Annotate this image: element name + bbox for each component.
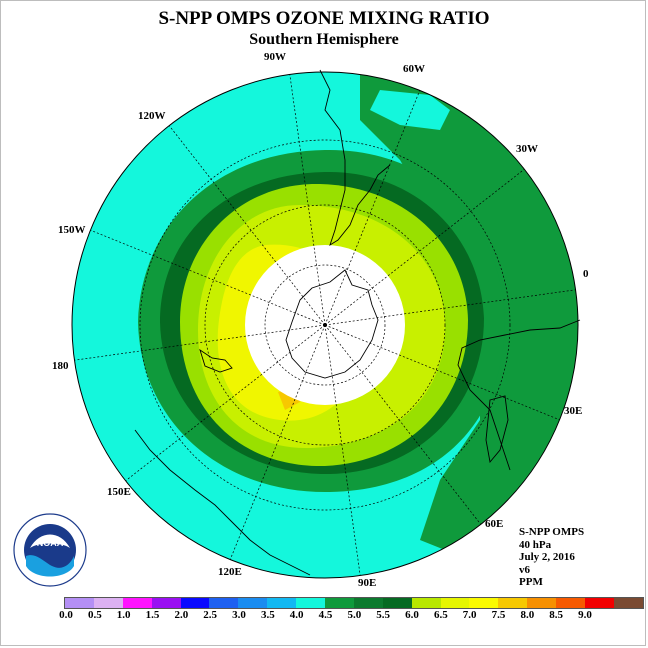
colorbar-swatch: [353, 598, 383, 608]
longitude-label-90w: 90W: [264, 51, 286, 63]
colorbar-swatch: [180, 598, 210, 608]
colorbar-swatch: [93, 598, 123, 608]
africa-coastline: [457, 319, 581, 471]
units-label: PPM: [519, 576, 543, 589]
colorbar-tick-label: 3.5: [260, 609, 275, 621]
longitude-label-120e: 120E: [218, 566, 242, 578]
colorbar-swatch: [469, 598, 499, 608]
latitude-circle: [139, 139, 511, 511]
madagascar-coastline: [485, 395, 509, 464]
colorbar-swatch: [151, 598, 181, 608]
longitude-label-150w: 150W: [58, 224, 86, 236]
map-boundary: [71, 71, 579, 579]
colorbar-swatch: [585, 598, 614, 608]
colorbar-swatch: [65, 598, 94, 608]
longitude-label-60e: 60E: [485, 518, 504, 530]
colorbar-tick-label: 6.0: [405, 609, 419, 621]
colorbar-swatch: [325, 598, 354, 608]
colorbar-tick-label: 9.0: [578, 609, 592, 621]
version-label: v6: [519, 563, 530, 576]
colorbar-tick-label: 5.5: [376, 609, 391, 621]
colorbar-tick-label: 0.5: [87, 609, 102, 621]
colorbar-swatch: [382, 598, 412, 608]
instrument-label: S-NPP OMPS: [519, 526, 585, 538]
logo-bird: [30, 534, 70, 548]
colorbar-swatch: [440, 598, 470, 608]
longitude-label-0: 0: [583, 268, 589, 280]
logo-text: NOAA: [37, 538, 64, 548]
date-label: July 2, 2016: [519, 551, 575, 564]
logo-wave: [26, 555, 74, 577]
pressure-level-label: 40 hPa: [519, 538, 552, 551]
colorbar-swatch: [296, 598, 326, 608]
colorbar-swatch: [411, 598, 441, 608]
colorbar-tick-label: 1.5: [145, 609, 160, 621]
colorbar-swatch: [122, 598, 152, 608]
longitude-label-60w: 60W: [403, 63, 425, 75]
colorbar-tick-label: 8.5: [549, 609, 564, 621]
ozone-region-4-5-east: [360, 72, 578, 560]
colorbar-tick-label: 4.0: [289, 609, 304, 621]
colorbar: [64, 597, 644, 609]
longitude-label-120w: 120W: [138, 110, 166, 122]
south-pole-marker: [323, 323, 327, 327]
colorbar-swatch: [209, 598, 239, 608]
coastlines: [134, 69, 581, 576]
figure-subtitle: Southern Hemisphere: [249, 31, 399, 48]
colorbar-tick-label: 5.0: [347, 609, 362, 621]
colorbar-tick-label: 2.0: [174, 609, 189, 621]
colorbar-tick-label: 1.0: [116, 609, 131, 621]
colorbar-tick-label: 0.0: [59, 609, 73, 621]
colorbar-tick-label: 3.0: [232, 609, 246, 621]
latitude-circle: [204, 204, 446, 446]
longitude-label-180: 180: [52, 360, 69, 372]
longitude-label-90e: 90E: [358, 577, 377, 589]
figure-title: S-NPP OMPS OZONE MIXING RATIO: [158, 8, 490, 29]
colorbar-swatch: [267, 598, 297, 608]
colorbar-tick-label: 7.0: [462, 609, 477, 621]
colorbar-tick-label: 7.5: [491, 609, 506, 621]
colorbar-swatch: [498, 598, 528, 608]
south-america-coastline: [319, 69, 391, 247]
colorbar-swatch: [613, 598, 643, 608]
longitude-label-30w: 30W: [516, 143, 538, 155]
latitude-circle: [264, 264, 386, 386]
ozone-region-4-0-nw-patch: [370, 90, 450, 130]
australia-coastline: [134, 429, 311, 576]
colorbar-tick-label: 8.0: [520, 609, 535, 621]
new-zealand-coastline: [199, 348, 233, 373]
colorbar-swatch: [556, 598, 586, 608]
metadata-block: S-NPP OMPS 40 hPa July 2, 2016 v6 PPM: [519, 526, 584, 589]
longitude-label-30e: 30E: [564, 405, 583, 417]
graticule: [74, 74, 576, 576]
colorbar-tick-label: 4.5: [318, 609, 333, 621]
colorbar-tick-label: 6.5: [433, 609, 448, 621]
longitude-label-150e: 150E: [107, 486, 131, 498]
colorbar-tick-label: 2.5: [203, 609, 218, 621]
noaa-logo: NOAA: [13, 513, 87, 587]
colorbar-swatch: [238, 598, 268, 608]
colorbar-swatch: [527, 598, 557, 608]
